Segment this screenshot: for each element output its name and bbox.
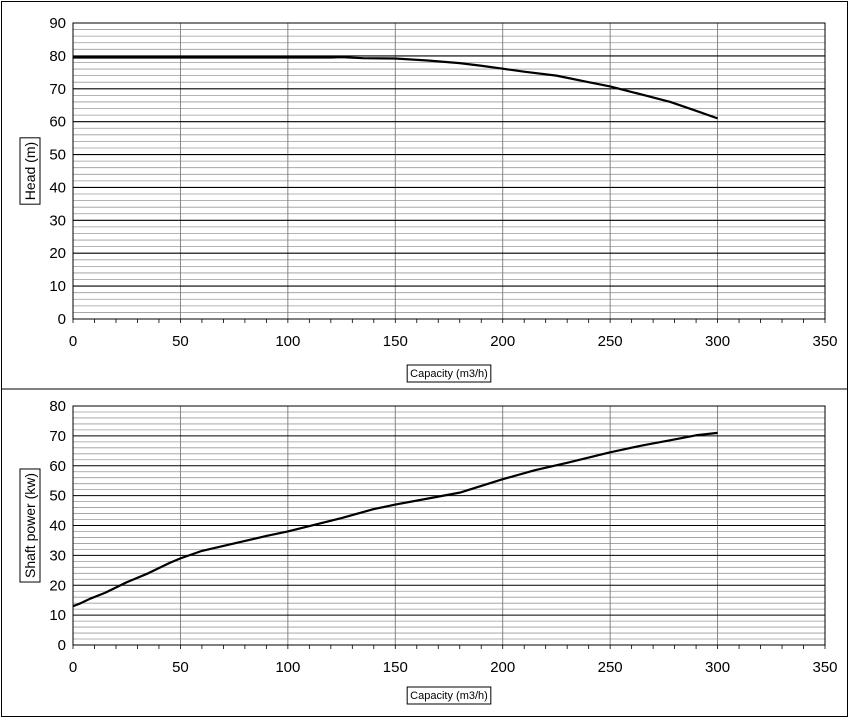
power-y-tick-label: 40	[49, 518, 66, 535]
power-x-tick-label: 350	[812, 659, 837, 676]
power-y-label: Shaft power (kw)	[22, 473, 38, 578]
power-x-label-box	[406, 686, 492, 705]
head-y-tick-label: 20	[49, 245, 66, 262]
power-y-tick-label: 60	[49, 458, 66, 475]
power-y-tick-label: 50	[49, 488, 66, 505]
head-curve	[73, 56, 718, 120]
head-y-tick-label: 90	[49, 15, 66, 32]
head-y-tick-label: 60	[49, 114, 66, 131]
head-y-label: Head (m)	[22, 142, 38, 200]
head-x-ticks: 0 50 100 150 200 250 300 350	[69, 333, 838, 350]
head-y-tick-label: 80	[49, 48, 66, 65]
head-x-label-box	[406, 364, 492, 383]
head-x-label: Capacity (m3/h)	[410, 368, 488, 380]
head-y-tick-label: 40	[49, 179, 66, 196]
head-grid	[72, 22, 826, 323]
head-x-tick-label: 350	[812, 333, 837, 350]
power-x-tick-label: 200	[490, 659, 515, 676]
power-y-tick-label: 30	[49, 547, 66, 564]
head-y-tick-label: 50	[49, 147, 66, 164]
head-x-tick-label: 300	[705, 333, 730, 350]
power-plot-border	[72, 405, 826, 646]
head-x-tick-label: 0	[69, 333, 77, 350]
head-x-tick-label: 200	[490, 333, 515, 350]
head-chart: 0 10 20 30 40 50 60 70 80 90 0 50 100 150 200 250 300 35…	[19, 15, 838, 383]
head-y-tick-label: 10	[49, 278, 66, 295]
head-x-tick-label: 50	[172, 333, 189, 350]
power-curve	[72, 431, 718, 608]
power-y-label-box	[19, 468, 41, 583]
power-y-tick-label: 80	[49, 398, 66, 415]
head-y-tick-label: 70	[49, 81, 66, 98]
power-x-tick-label: 50	[172, 659, 189, 676]
power-x-tick-label: 300	[705, 659, 730, 676]
power-grid	[72, 405, 826, 649]
head-series	[73, 56, 718, 120]
power-x-tick-label: 250	[598, 659, 623, 676]
power-y-tick-label: 0	[58, 637, 66, 654]
power-x-tick-label: 0	[69, 659, 77, 676]
power-y-tick-label: 70	[49, 428, 66, 445]
head-y-label-box	[19, 137, 41, 205]
head-x-tick-label: 150	[383, 333, 408, 350]
power-x-tick-label: 150	[383, 659, 408, 676]
head-y-ticks: 0 10 20 30 40 50 60 70 80 90	[49, 15, 66, 328]
power-series	[72, 431, 718, 608]
power-y-ticks: 0 10 20 30 40 50 60 70 80	[49, 398, 66, 654]
head-plot-border	[72, 22, 826, 320]
power-x-label: Capacity (m3/h)	[410, 690, 488, 702]
head-y-tick-label: 30	[49, 212, 66, 229]
power-x-tick-label: 100	[275, 659, 300, 676]
head-x-tick-label: 100	[275, 333, 300, 350]
power-y-tick-label: 10	[49, 607, 66, 624]
power-x-ticks: 0 50 100 150 200 250 300 350	[69, 659, 838, 676]
head-y-tick-label: 0	[58, 311, 66, 328]
head-x-tick-label: 250	[598, 333, 623, 350]
power-y-tick-label: 20	[49, 577, 66, 594]
